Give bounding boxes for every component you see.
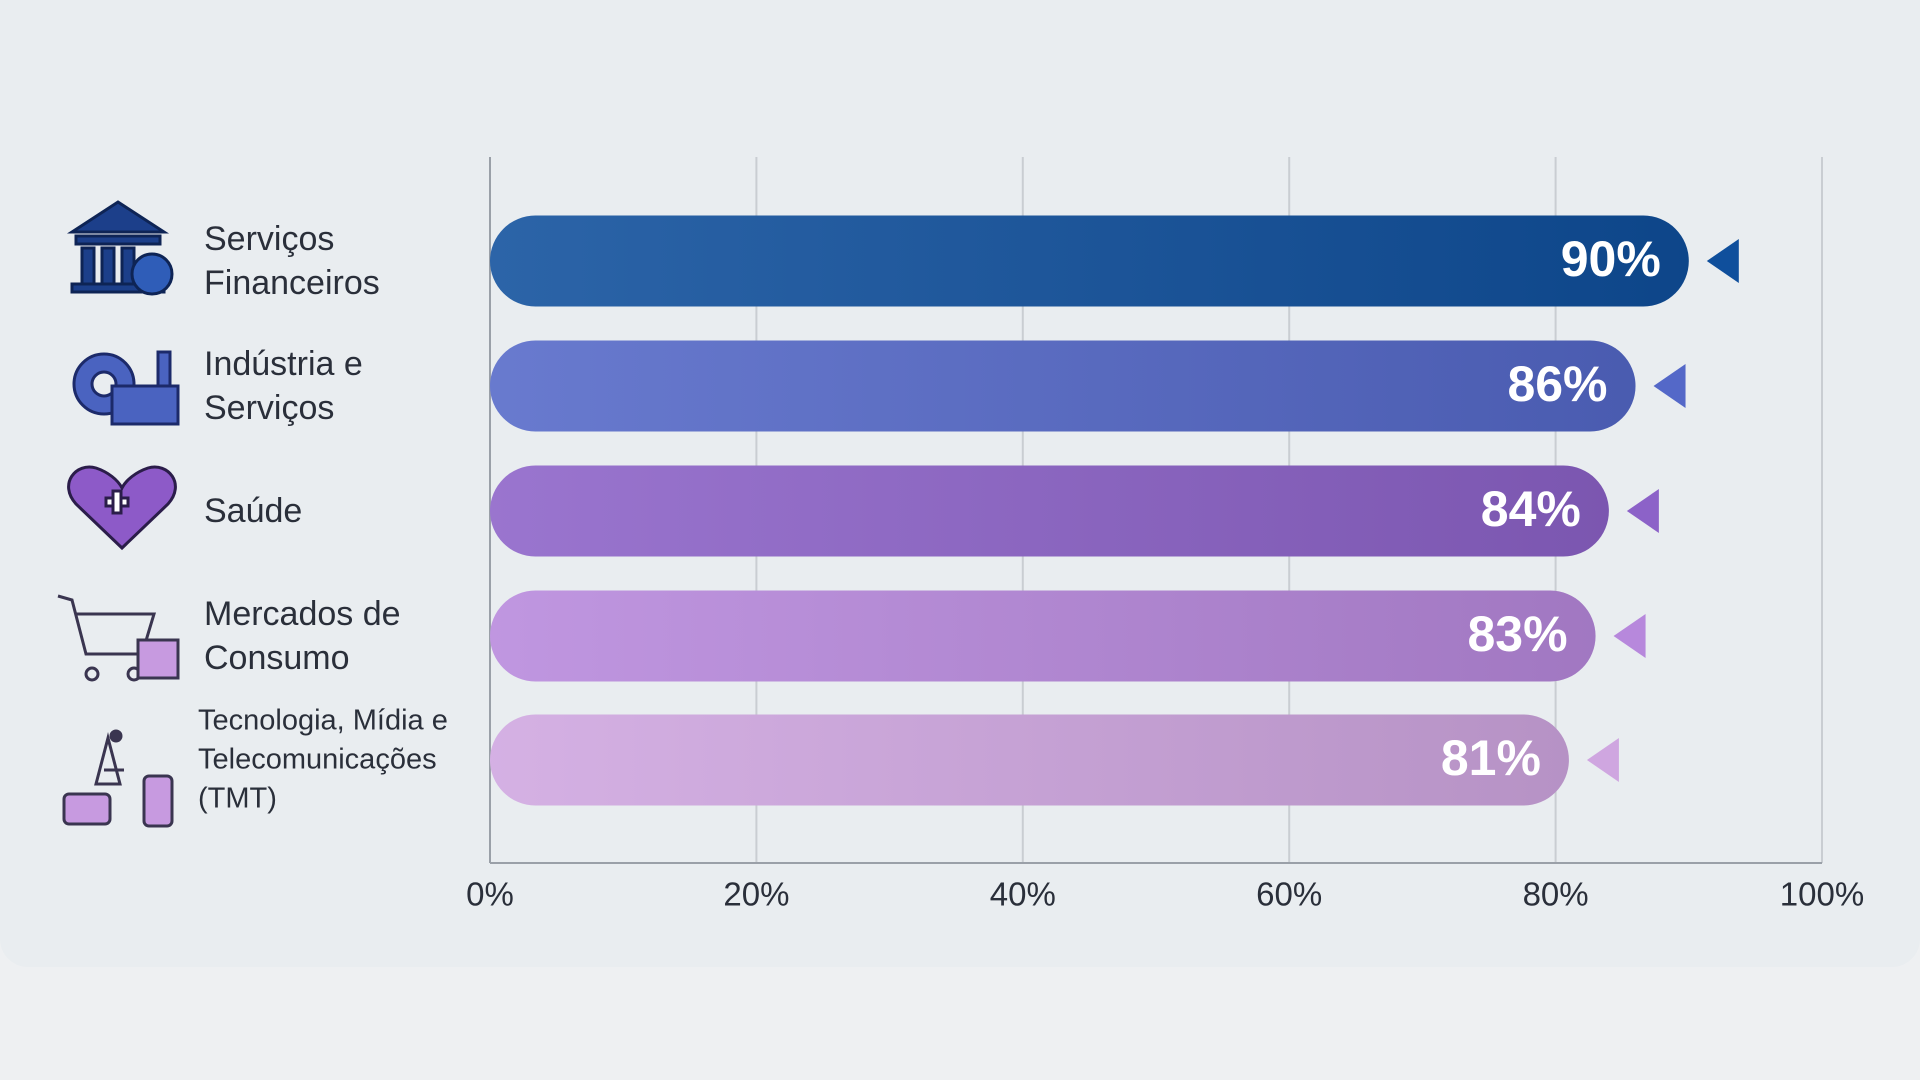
icon-heart [67, 465, 177, 551]
category-label: Tecnologia, Mídia e Telecomunicações (TM… [198, 704, 448, 815]
icon-tower [62, 729, 174, 828]
icon-bank [66, 200, 174, 296]
category-label: Indústria e Serviços [204, 345, 363, 427]
x-tick-label: 60% [1256, 876, 1322, 913]
value-label: 86% [1507, 356, 1607, 412]
x-tick-label: 0% [466, 876, 514, 913]
marker [1626, 489, 1659, 533]
value-label: 83% [1467, 606, 1567, 662]
icon-factory [72, 350, 180, 426]
bar-shade [490, 340, 1636, 432]
x-tick-label: 40% [990, 876, 1056, 913]
bar-shade [490, 215, 1689, 307]
icon-cart [57, 594, 180, 682]
category-label: Saúde [204, 492, 303, 530]
bar-shade [490, 714, 1569, 806]
bar-shade [490, 590, 1596, 682]
value-label: 81% [1441, 730, 1541, 786]
x-tick-label: 20% [723, 876, 789, 913]
marker [1653, 364, 1686, 408]
marker [1586, 738, 1619, 782]
bar-shade [490, 465, 1609, 557]
value-label: 84% [1481, 481, 1581, 537]
category-label: Serviços Financeiros [204, 220, 380, 302]
x-tick-label: 80% [1523, 876, 1589, 913]
category-label: Mercados de Consumo [204, 595, 401, 677]
marker [1613, 614, 1646, 658]
marker [1706, 239, 1739, 283]
value-label: 90% [1561, 231, 1661, 287]
x-tick-label: 100% [1780, 876, 1864, 913]
